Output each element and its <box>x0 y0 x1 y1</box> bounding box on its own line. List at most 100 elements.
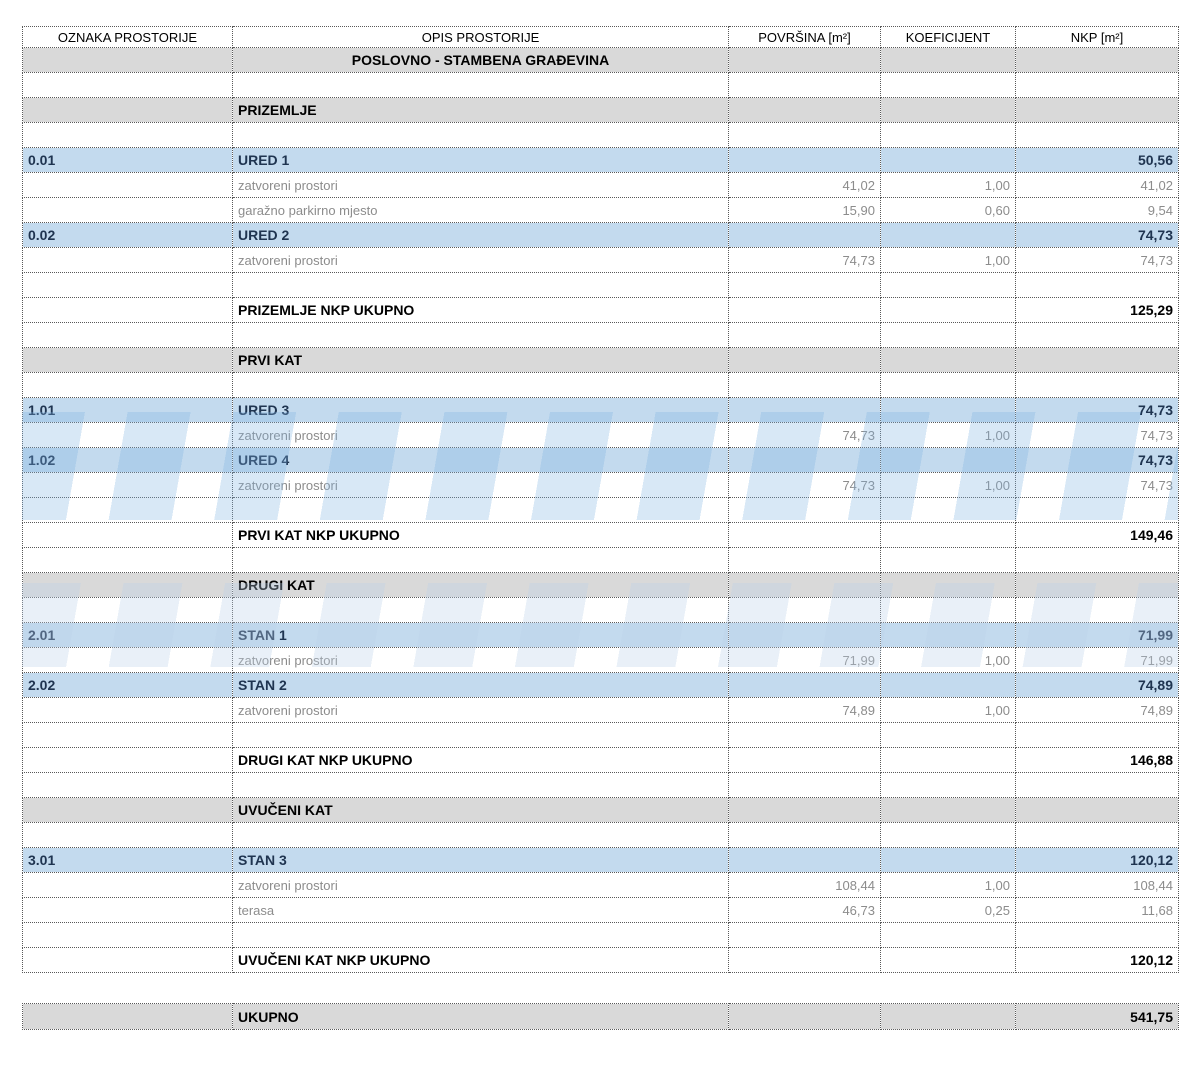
cell-povrsina <box>728 572 881 598</box>
cell-povrsina <box>728 447 881 473</box>
table-row-total: PRIZEMLJE NKP UKUPNO 125,29 <box>22 297 1179 323</box>
cell-nkp <box>1015 547 1179 573</box>
cell-povrsina: 74,73 <box>728 247 881 273</box>
cell-opis <box>232 497 729 523</box>
cell-koef <box>880 447 1016 473</box>
spacer-row <box>22 547 1179 573</box>
table-row-sub: zatvoreni prostori 74,73 1,00 74,73 <box>22 472 1179 498</box>
cell-povrsina <box>728 122 881 148</box>
cell-oznaka <box>22 97 233 123</box>
cell-oznaka: 2.02 <box>22 672 233 698</box>
table-row-unit: 3.01 STAN 3 120,12 <box>22 847 1179 873</box>
spacer-row <box>22 322 1179 348</box>
cell-nkp: 9,54 <box>1015 197 1179 223</box>
cell-oznaka <box>22 522 233 548</box>
cell-nkp <box>1015 797 1179 823</box>
cell-povrsina <box>728 547 881 573</box>
cell-nkp <box>1015 272 1179 298</box>
cell-povrsina: 108,44 <box>728 872 881 898</box>
cell-nkp <box>1015 372 1179 398</box>
cell-nkp <box>1015 597 1179 623</box>
cell-opis <box>232 122 729 148</box>
cell-oznaka: 1.02 <box>22 447 233 473</box>
cell-opis: STAN 3 <box>232 847 729 873</box>
cell-opis: PRVI KAT <box>232 347 729 373</box>
cell-povrsina <box>728 797 881 823</box>
cell-koef <box>880 672 1016 698</box>
column-header-oznaka: OZNAKA PROSTORIJE <box>22 26 233 48</box>
cell-oznaka <box>22 572 233 598</box>
table-row-unit: 1.01 URED 3 74,73 <box>22 397 1179 423</box>
cell-opis <box>232 372 729 398</box>
cell-koef <box>880 522 1016 548</box>
cell-povrsina: 46,73 <box>728 897 881 923</box>
cell-oznaka: 3.01 <box>22 847 233 873</box>
cell-nkp: 108,44 <box>1015 872 1179 898</box>
cell-koef: 0,60 <box>880 197 1016 223</box>
table-row-unit: 2.02 STAN 2 74,89 <box>22 672 1179 698</box>
cell-oznaka <box>22 197 233 223</box>
cell-oznaka <box>22 897 233 923</box>
cell-nkp: 74,73 <box>1015 397 1179 423</box>
grand-total-row: UKUPNO 541,75 <box>22 1003 1179 1030</box>
cell-povrsina: 74,73 <box>728 472 881 498</box>
cell-nkp <box>1015 722 1179 748</box>
cell-opis: zatvoreni prostori <box>232 697 729 723</box>
cell-opis <box>232 272 729 298</box>
cell-nkp <box>1015 47 1179 73</box>
table-row-sub: zatvoreni prostori 74,73 1,00 74,73 <box>22 247 1179 273</box>
cell-nkp <box>1015 322 1179 348</box>
cell-povrsina <box>728 47 881 73</box>
cell-opis <box>232 597 729 623</box>
cell-opis <box>232 322 729 348</box>
cell-povrsina <box>728 147 881 173</box>
cell-oznaka: 0.02 <box>22 222 233 248</box>
spacer-row <box>22 372 1179 398</box>
table-row-total: UVUČENI KAT NKP UKUPNO 120,12 <box>22 947 1179 973</box>
cell-nkp: 74,89 <box>1015 697 1179 723</box>
cell-nkp <box>1015 822 1179 848</box>
cell-povrsina <box>728 847 881 873</box>
area-table: OZNAKA PROSTORIJE OPIS PROSTORIJE POVRŠI… <box>22 26 1179 973</box>
column-header-opis: OPIS PROSTORIJE <box>232 26 729 48</box>
cell-povrsina <box>728 672 881 698</box>
cell-oznaka <box>22 372 233 398</box>
cell-povrsina <box>728 772 881 798</box>
cell-nkp <box>1015 97 1179 123</box>
spacer-row <box>22 597 1179 623</box>
cell-povrsina <box>728 322 881 348</box>
cell-oznaka <box>22 422 233 448</box>
cell-povrsina <box>728 822 881 848</box>
cell-nkp: 74,73 <box>1015 447 1179 473</box>
cell-povrsina <box>728 97 881 123</box>
cell-nkp: 149,46 <box>1015 522 1179 548</box>
cell-nkp: 120,12 <box>1015 847 1179 873</box>
cell-povrsina <box>728 372 881 398</box>
cell-opis: zatvoreni prostori <box>232 872 729 898</box>
cell-oznaka <box>22 172 233 198</box>
cell-opis: zatvoreni prostori <box>232 647 729 673</box>
cell-koeficijent <box>880 1003 1016 1030</box>
cell-opis: URED 3 <box>232 397 729 423</box>
cell-koef <box>880 397 1016 423</box>
spacer-row <box>22 122 1179 148</box>
table-row-title: POSLOVNO - STAMBENA GRAĐEVINA <box>22 47 1179 73</box>
cell-koef <box>880 922 1016 948</box>
cell-opis <box>232 547 729 573</box>
cell-nkp: 74,73 <box>1015 222 1179 248</box>
cell-povrsina <box>728 922 881 948</box>
cell-nkp <box>1015 497 1179 523</box>
cell-opis: zatvoreni prostori <box>232 472 729 498</box>
cell-oznaka <box>22 47 233 73</box>
table-row-section: UVUČENI KAT <box>22 797 1179 823</box>
cell-koef <box>880 797 1016 823</box>
cell-koef: 1,00 <box>880 472 1016 498</box>
cell-opis: STAN 2 <box>232 672 729 698</box>
cell-koef <box>880 847 1016 873</box>
cell-koef: 1,00 <box>880 172 1016 198</box>
cell-koef <box>880 372 1016 398</box>
table-row-sub: zatvoreni prostori 108,44 1,00 108,44 <box>22 872 1179 898</box>
cell-koef <box>880 747 1016 773</box>
cell-opis: DRUGI KAT <box>232 572 729 598</box>
cell-opis <box>232 72 729 98</box>
